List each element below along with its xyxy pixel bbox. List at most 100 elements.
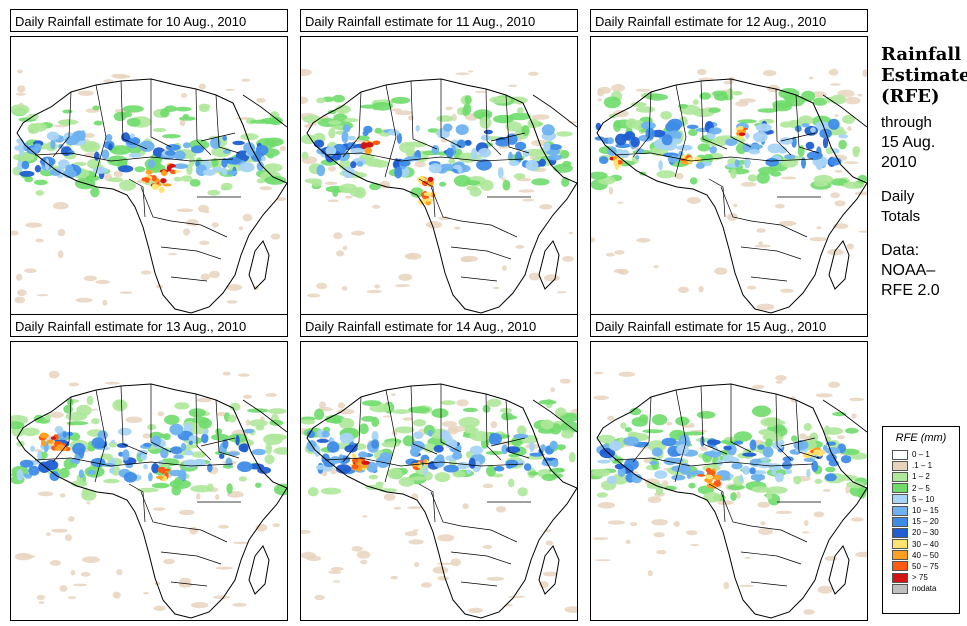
rain-cell [816, 162, 823, 170]
rain-cell [597, 98, 602, 102]
rain-cell [478, 147, 492, 158]
country-border [170, 220, 228, 238]
rain-cell [273, 447, 287, 455]
rain-cell [344, 444, 358, 453]
rain-cell [561, 177, 570, 187]
rain-cell [611, 84, 625, 92]
rain-cell [857, 93, 863, 97]
rain-cell [66, 421, 89, 426]
rain-cell [368, 474, 379, 480]
rain-cell [14, 145, 24, 151]
rain-cell [723, 81, 734, 85]
rain-cell [740, 182, 757, 187]
rain-cell [152, 184, 160, 187]
panel-title: Daily Rainfall estimate for 11 Aug., 201… [300, 9, 578, 32]
rain-cell [196, 397, 212, 403]
heading-line-1: Rainfall [881, 44, 962, 65]
rain-cell [772, 102, 792, 112]
rain-cell [547, 154, 563, 161]
rain-cell [479, 116, 492, 129]
heading-line-3: (RFE) [881, 86, 940, 107]
rain-cell [656, 170, 676, 179]
map-svg [301, 378, 577, 619]
rain-cell [697, 474, 706, 477]
rain-cell [307, 487, 319, 497]
legend-row: .1 – 1 [892, 460, 959, 471]
rain-cell [685, 530, 698, 536]
coastline [596, 78, 867, 314]
rain-cell [263, 137, 284, 147]
legend-row: 50 – 75 [892, 561, 959, 572]
legend-row: 2 – 5 [892, 483, 959, 494]
country-border [410, 80, 438, 150]
country-border [440, 384, 462, 453]
rain-cell [242, 213, 253, 222]
rain-cell [326, 441, 340, 453]
rain-cell [38, 601, 45, 604]
rain-cell [345, 195, 353, 199]
rain-cell [394, 426, 415, 434]
rain-cell [320, 487, 342, 495]
rain-cell [191, 145, 204, 154]
rain-cell [54, 425, 64, 434]
rain-cell [70, 570, 76, 576]
rain-cell [280, 145, 286, 152]
rain-cell [445, 106, 453, 111]
rain-cell [342, 245, 348, 251]
country-border [780, 132, 816, 142]
rain-cell [226, 300, 238, 304]
rain-cell [625, 539, 631, 545]
rain-cell [63, 404, 73, 414]
rain-cell [727, 484, 745, 491]
rain-cell [174, 170, 181, 174]
rain-cell [126, 117, 141, 127]
rain-cell [116, 569, 123, 576]
rain-cell [57, 229, 66, 237]
rain-cell [111, 439, 116, 444]
rain-cell [222, 371, 231, 376]
rain-cell [538, 158, 546, 167]
rain-cell [356, 550, 371, 559]
rain-cell [160, 447, 169, 459]
country-border [720, 491, 752, 527]
rain-cell [677, 103, 688, 109]
rain-cell [251, 448, 266, 456]
country-border [750, 581, 788, 587]
rain-cell [167, 253, 178, 256]
arabia-coastline [242, 399, 287, 433]
rain-cell [315, 464, 326, 470]
rain-cell [556, 467, 565, 472]
rain-cell [151, 175, 157, 181]
rain-cell [832, 411, 847, 417]
rain-cell [148, 159, 155, 169]
rain-cell [105, 134, 113, 142]
rain-cell [350, 161, 357, 169]
rain-cell [458, 416, 480, 428]
rain-cell [82, 556, 100, 563]
rain-cell [314, 594, 325, 601]
legend-swatch [892, 471, 908, 482]
rain-cell [765, 157, 779, 167]
rain-cell [817, 585, 833, 594]
rain-cell [347, 142, 353, 148]
rain-cell [466, 469, 472, 475]
rain-cell [359, 464, 369, 469]
arabia-coastline [532, 399, 577, 433]
rain-cell [830, 178, 848, 186]
rain-cell [814, 478, 823, 484]
rain-cell [200, 273, 211, 281]
rain-cell [528, 272, 541, 281]
rain-cell [238, 226, 243, 231]
rain-cell [591, 468, 611, 477]
sidebar: Rainfall Estimate (RFE) through 15 Aug. … [881, 44, 967, 301]
rain-cell [321, 470, 328, 477]
rainfall-map [10, 341, 288, 621]
rain-cell [335, 104, 351, 114]
rain-cell [34, 179, 48, 186]
rain-cell [649, 461, 658, 465]
country-border [150, 384, 172, 453]
rain-cell [482, 483, 494, 489]
rain-cell [383, 415, 392, 418]
rain-cell [49, 471, 60, 482]
rain-cell [153, 605, 166, 611]
